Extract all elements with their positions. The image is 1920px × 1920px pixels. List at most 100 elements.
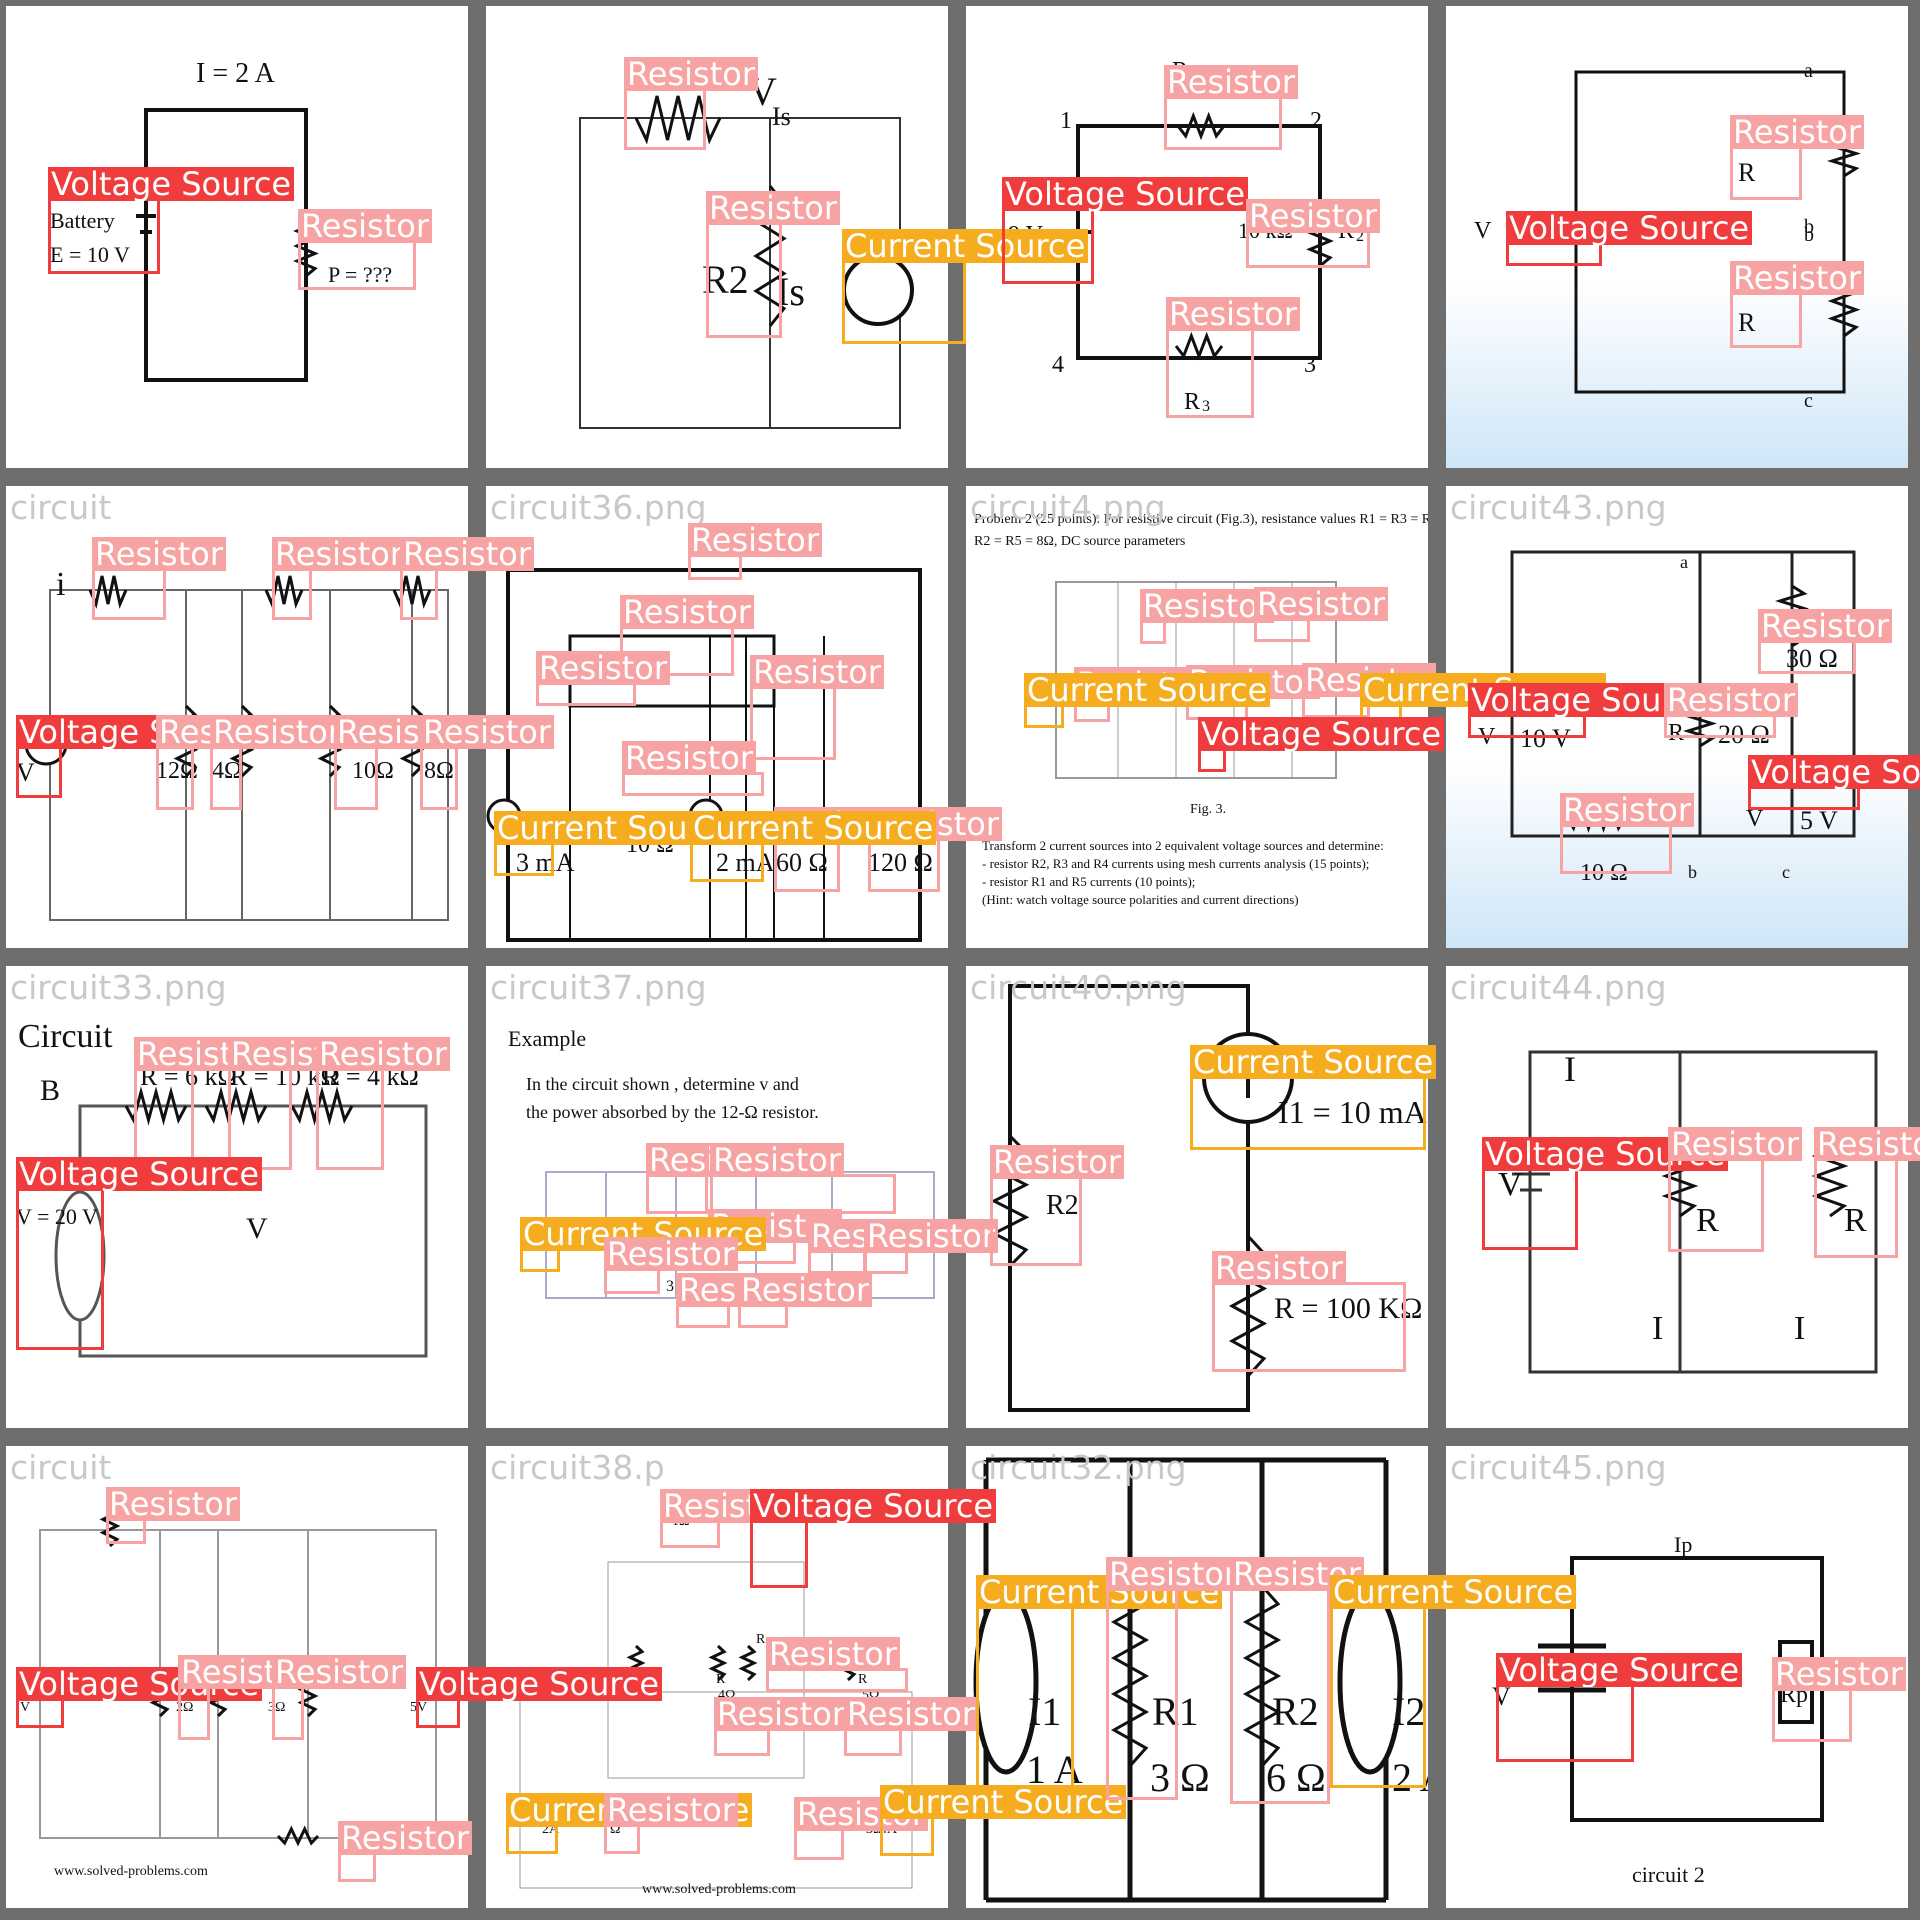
detection-box-res: Resistor	[794, 1797, 928, 1860]
detection-label: Resistor	[750, 655, 884, 689]
detection-box-cs: Current Source	[976, 1575, 1223, 1788]
detection-label: Resistor	[210, 715, 344, 749]
schematic-text: R2	[1272, 1689, 1319, 1734]
detection-label: Resistor	[766, 1637, 900, 1671]
detection-box-res: Resistor	[1772, 1657, 1906, 1742]
detection-label: Resistor	[1772, 1657, 1906, 1691]
detection-label: Resistor	[400, 537, 534, 571]
schematic-text: c	[1782, 862, 1790, 882]
schematic-text: R	[1738, 158, 1756, 187]
detection-label: Voltage Source	[16, 1157, 263, 1191]
detection-box-vs: Voltage Source	[1002, 177, 1249, 284]
detection-label: Resistor	[316, 1037, 450, 1071]
detection-label: Voltage Source	[416, 1667, 663, 1701]
detection-box-res: Resistor	[646, 1143, 780, 1214]
detection-box-res: Resistor	[1246, 199, 1380, 268]
detection-box-res: Resistor	[272, 1655, 406, 1740]
detection-box-res: Resistor	[706, 191, 840, 338]
schematic-text: 12Ω	[156, 758, 198, 784]
detection-label: Voltage Source	[1496, 1653, 1743, 1687]
tile-filename: circuit37.png	[490, 968, 707, 1007]
schematic-text: R	[756, 1632, 766, 1647]
schematic-text: V	[246, 1212, 268, 1245]
detection-label: Resistor	[864, 1219, 998, 1253]
schematic-text: P = ???	[328, 262, 393, 287]
tile-filename: circuit4.png	[970, 488, 1166, 527]
schematic-text: c	[1804, 390, 1813, 412]
schematic-text: E = 10 V	[50, 242, 130, 267]
detection-box-res: Resistor	[1230, 1557, 1364, 1804]
schematic-text: 60 Ω	[776, 848, 828, 877]
schematic-text: Example	[508, 1026, 587, 1051]
detection-box-res: Resistor	[1140, 589, 1274, 644]
detection-box-res: Resistor	[156, 715, 290, 810]
schematic-text: 2	[1356, 228, 1364, 245]
detection-box-res: Resistor	[106, 1487, 240, 1544]
tile-filename: circuit38.p	[490, 1448, 665, 1487]
tile-filename: circuit45.png	[1450, 1448, 1667, 1487]
detection-label: Resistor	[1730, 115, 1864, 149]
schematic-text: I1	[1028, 1689, 1062, 1734]
schematic-text: R	[1738, 308, 1756, 337]
image-tile-9: Example In the circuit shown , determine …	[486, 966, 948, 1428]
circuit-schematic	[973, 1457, 1403, 1903]
tile-filename: circuit40.png	[970, 968, 1187, 1007]
detection-box-cs: Current Source	[690, 811, 937, 882]
detection-box-res: Resistor	[750, 655, 884, 760]
detection-label: Resistor	[706, 191, 840, 225]
detection-label: Current Source	[1190, 1045, 1437, 1079]
detection-box-res: Resistor	[210, 715, 344, 810]
detection-box-res: Resistor	[604, 1793, 738, 1854]
detection-box-cs: Current Source	[1024, 673, 1271, 728]
detection-box-res: Resistor	[1730, 115, 1864, 200]
schematic-text: V	[1498, 1166, 1523, 1203]
schematic-text: the power absorbed by the 12-Ω resistor.	[526, 1102, 819, 1122]
detection-label: Voltage Source	[1198, 717, 1445, 751]
detection-box-vs: Voltage Source	[1506, 211, 1753, 266]
tile-filename: circuit43.png	[1450, 488, 1667, 527]
schematic-text: V	[1474, 218, 1492, 244]
tile-filename: circuit44.png	[1450, 968, 1667, 1007]
detection-label: Resistor	[92, 537, 226, 571]
detection-label: Current Source	[520, 1217, 767, 1251]
detection-label: Resistor	[106, 1487, 240, 1521]
detection-box-cs: Current Source	[842, 229, 1089, 344]
detection-label: Resistor	[1668, 1127, 1802, 1161]
detection-label: Current Source	[1330, 1575, 1577, 1609]
detection-box-vs: Voltage Source	[16, 1667, 263, 1728]
detection-box-res: Resistor	[92, 537, 226, 620]
detection-box-res: Resistor	[316, 1037, 450, 1170]
detection-label: Resistor	[1212, 1251, 1346, 1285]
detection-box-vs: Voltage Source	[1198, 717, 1445, 772]
schematic-text: 5 V	[1800, 806, 1838, 835]
tile-filename: circuit	[10, 488, 112, 527]
schematic-text: I1 = 10 mA	[1278, 1094, 1427, 1130]
detection-box-res: Resistor	[400, 537, 534, 620]
detection-box-cs: Current Source	[506, 1793, 753, 1854]
schematic-text: R2 = R5 = 8Ω, DC source parameters	[974, 534, 1186, 549]
detection-box-cs: Current Source	[1330, 1575, 1577, 1788]
schematic-text: I	[1794, 1310, 1806, 1347]
detection-box-vs: Voltage Source	[16, 1157, 263, 1350]
detection-label: Current Source	[1024, 673, 1271, 707]
detection-label: Resistor	[990, 1145, 1124, 1179]
detection-box-res: Resistor	[1212, 1251, 1406, 1372]
schematic-text: Battery	[50, 208, 115, 233]
detection-box-res: Resistor	[1730, 261, 1864, 348]
detection-label: Resistor	[688, 523, 822, 557]
detection-box-res: Resistor	[1560, 793, 1694, 874]
schematic-text: 8Ω	[424, 758, 454, 784]
schematic-text: 120 Ω	[868, 848, 933, 877]
schematic-text: 10Ω	[352, 758, 394, 784]
detection-box-vs: Voltage Source	[1468, 683, 1715, 738]
schematic-text: 4	[1052, 352, 1064, 378]
detection-box-vs: Voltage Source	[1748, 755, 1920, 810]
detection-label: Resistor	[1254, 587, 1388, 621]
detection-label: Resistor	[298, 209, 432, 243]
detection-label: Resistor	[620, 595, 754, 629]
schematic-text: Problem 2 (25 points). For resistive cir…	[974, 512, 1428, 527]
detection-box-cs: Current Source	[880, 1785, 1127, 1856]
schematic-text: Circuit	[18, 1018, 113, 1055]
